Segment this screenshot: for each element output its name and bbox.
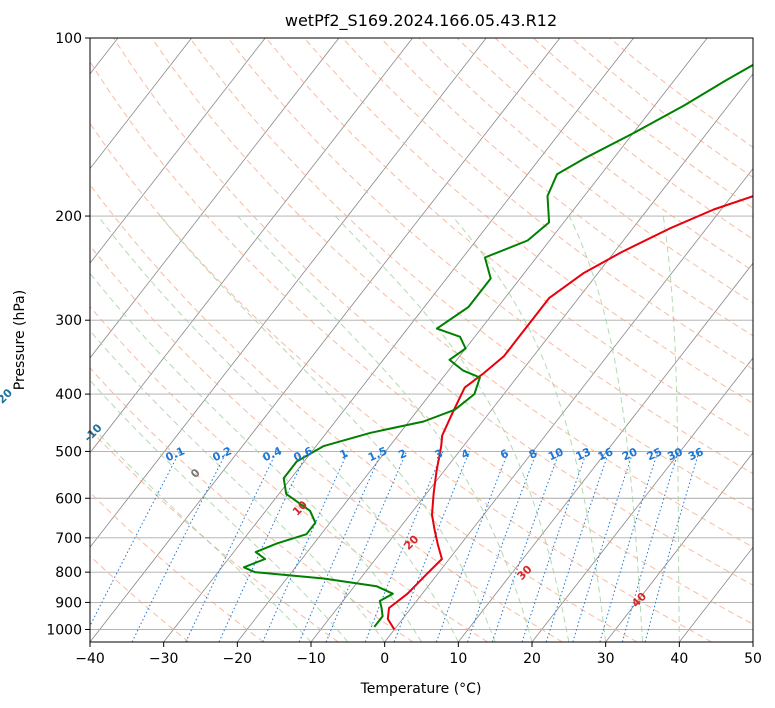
mixing-ratio-line	[467, 451, 538, 642]
moist-adiabat-line	[568, 215, 643, 642]
isotherm-line	[90, 38, 413, 454]
y-tick-label: 500	[55, 444, 82, 460]
mixing-ratio-line	[131, 451, 228, 642]
dewpoint-line	[242, 63, 753, 628]
y-tick-label: 600	[55, 491, 82, 507]
x-tick-label: −10	[296, 651, 326, 667]
dry-adiabat-line	[418, 38, 753, 304]
dry-adiabat-line	[90, 244, 563, 642]
x-axis-title: Temperature (°C)	[360, 681, 482, 697]
y-tick-label: 800	[55, 565, 82, 581]
isotherm-line	[90, 38, 487, 548]
y-tick-label: 700	[55, 531, 82, 547]
mixing-ratio-line	[298, 451, 383, 642]
background-lines	[90, 38, 753, 642]
moist-adiabat-line	[97, 215, 459, 642]
x-tick-label: −20	[223, 651, 253, 667]
dry-adiabat-line	[90, 367, 414, 642]
axes: −40 −30 −20 −10 0 10 20 30 40 50 100 200 300 400 500 60…	[46, 31, 762, 667]
dry-adiabat-line	[227, 38, 753, 475]
plot-frame	[89, 37, 754, 643]
mixing-ratio-label: 30	[665, 445, 685, 463]
mixing-ratio-label: 20	[620, 445, 640, 463]
mixing-ratio-line	[364, 451, 444, 642]
mixing-ratio-line	[572, 451, 634, 642]
mixing-ratio-line	[621, 451, 679, 642]
isotherm-line	[310, 73, 753, 642]
mixing-ratio-label: 16	[596, 445, 616, 463]
dry-adiabat-line	[90, 122, 712, 642]
dry-adiabat-line	[90, 429, 339, 642]
mixing-ratio-line	[545, 451, 610, 642]
isotherm-line	[531, 357, 753, 642]
dry-adiabat-line	[90, 555, 190, 642]
moist-adiabat-line	[90, 423, 312, 642]
isotherm-line	[90, 38, 266, 264]
mixing-ratio-line	[491, 451, 560, 642]
isotherm-line	[605, 452, 753, 642]
dry-adiabat-line	[113, 38, 753, 586]
mixing-ratio-line	[599, 451, 659, 642]
y-tick-label: 400	[55, 387, 82, 403]
sounding-series	[242, 63, 753, 631]
isotherm-line	[457, 262, 753, 642]
y-tick-label: 900	[55, 595, 82, 611]
dry-adiabat-line	[90, 60, 753, 625]
mixing-ratio-label: 36	[686, 445, 706, 463]
mixing-ratio-label: 25	[645, 445, 664, 463]
moist-adiabat-line	[90, 272, 422, 642]
x-tick-label: −40	[75, 651, 105, 667]
x-tick-label: 30	[597, 651, 615, 667]
y-tick-label: 300	[55, 313, 82, 329]
isotherm-line	[90, 38, 340, 359]
dry-adiabat-line	[189, 38, 753, 511]
x-tick-label: −30	[149, 651, 179, 667]
mixing-ratio-line	[262, 451, 349, 642]
isotherm-line	[163, 38, 634, 642]
mixing-ratio-line	[435, 451, 509, 642]
isotherm-line	[236, 38, 708, 642]
dry-adiabat-line	[90, 305, 488, 642]
x-tick-label: 0	[380, 651, 389, 667]
isotherm-line	[90, 38, 192, 170]
moist-adiabat-line	[451, 215, 607, 642]
x-tick-label: 40	[670, 651, 688, 667]
temperature-line	[386, 195, 753, 631]
moist-adiabat-line	[662, 215, 680, 642]
x-tick-label: 10	[449, 651, 467, 667]
chart-title: wetPf2_S169.2024.166.05.43.R12	[285, 11, 557, 31]
moist-adiabat-line	[159, 215, 496, 642]
dry-adiabat-line	[151, 38, 753, 548]
isotherm-line	[90, 38, 561, 642]
mixing-ratio-line	[393, 451, 470, 642]
y-axis-title: Pressure (hPa)	[12, 290, 28, 390]
y-tick-label: 100	[55, 31, 82, 47]
mixing-ratio-line	[521, 451, 588, 642]
x-tick-label: 50	[744, 651, 762, 667]
isotherm-line	[384, 167, 753, 642]
y-tick-label: 1000	[46, 622, 82, 638]
moist-adiabat-line	[237, 215, 533, 642]
mixing-ratio-label: 10	[546, 445, 566, 463]
y-tick-label: 200	[55, 209, 82, 225]
mixing-ratio-line	[644, 451, 700, 642]
dry-adiabat-line	[90, 183, 638, 642]
x-tick-label: 20	[523, 651, 541, 667]
mixing-ratio-line	[325, 451, 408, 642]
dry-adiabat-line	[380, 38, 753, 337]
mixing-ratio-label: 13	[574, 445, 593, 463]
